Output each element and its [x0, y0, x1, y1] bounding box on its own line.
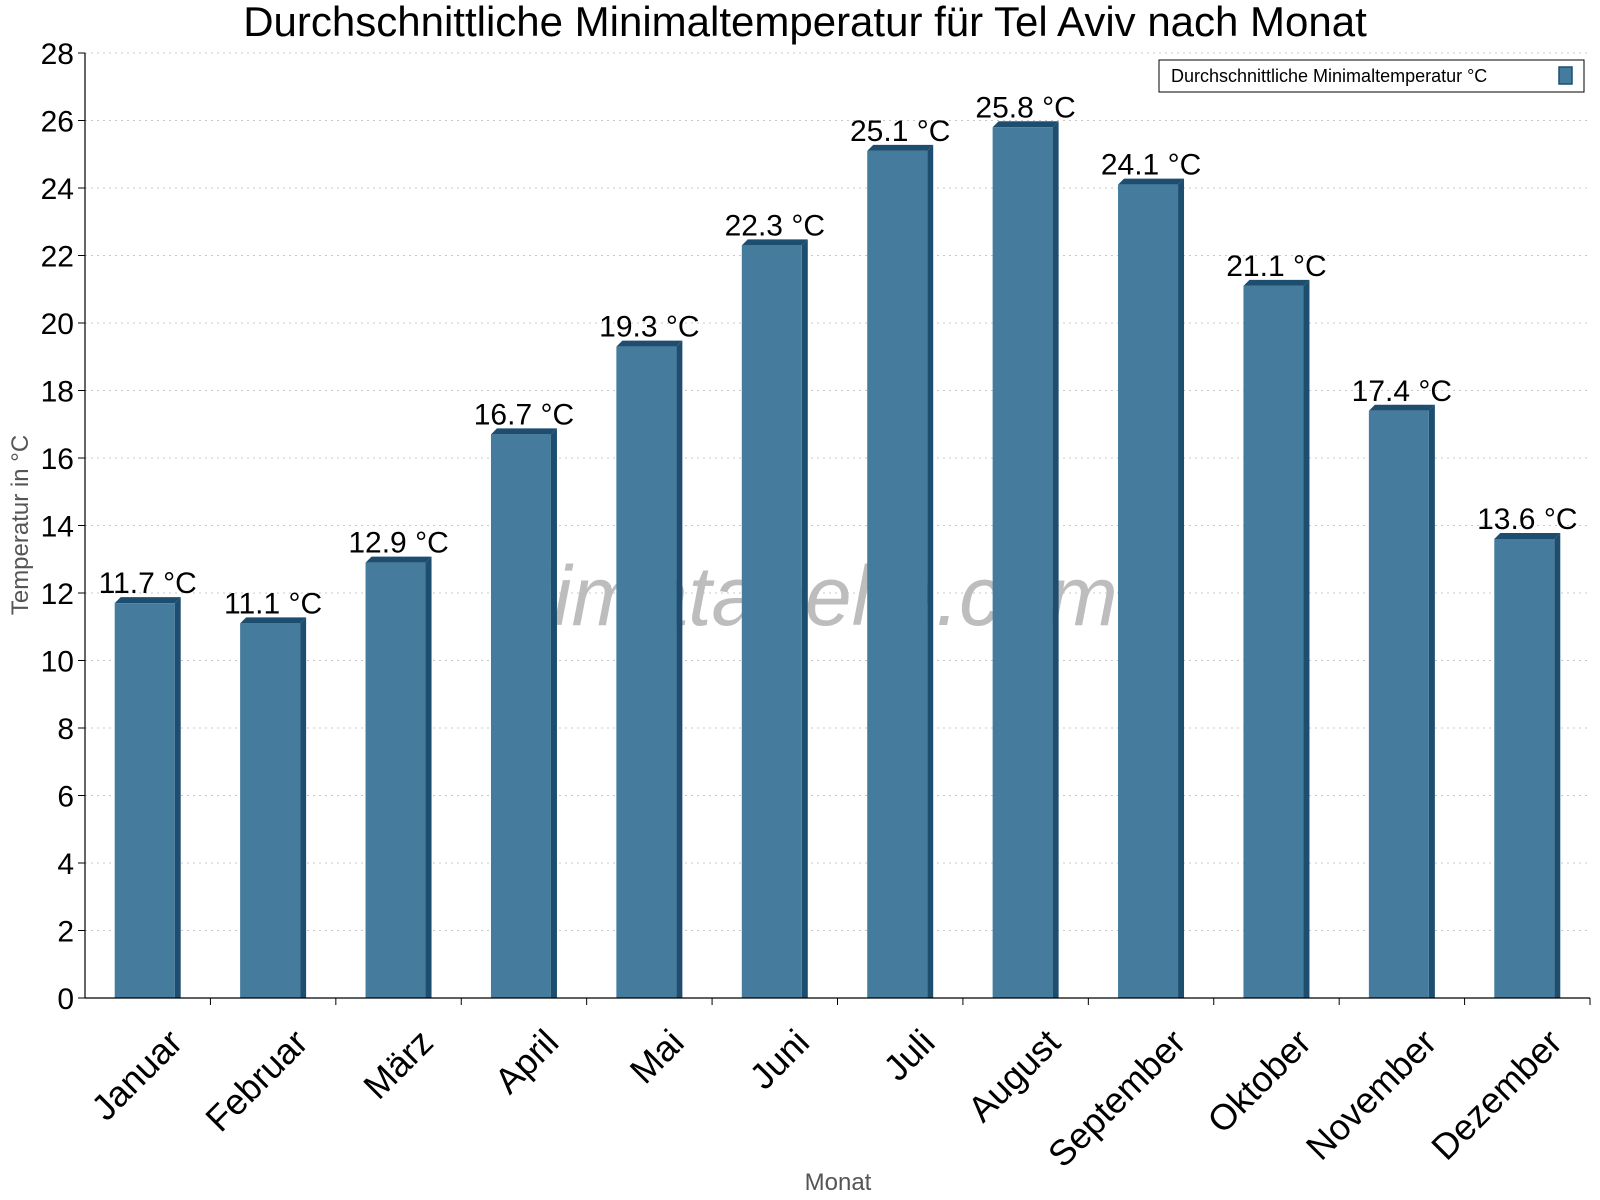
x-tick-label: Dezember — [1423, 1021, 1569, 1167]
data-labels: 11.7 °C 11.1 °C 12.9 °C 16.7 °C 19.3 °C 22.3 … — [99, 91, 1578, 620]
x-tick-label: Oktober — [1199, 1021, 1319, 1141]
x-tick-label: März — [355, 1021, 441, 1107]
data-label: 13.6 °C — [1477, 503, 1577, 536]
chart-title: Durchschnittliche Minimaltemperatur für … — [243, 0, 1367, 45]
data-label: 21.1 °C — [1226, 250, 1326, 283]
bar-side — [425, 556, 432, 998]
y-tick-label: 10 — [41, 646, 74, 679]
bar — [1368, 410, 1429, 998]
x-tick-label: April — [486, 1021, 566, 1101]
legend: Durchschnittliche Minimaltemperatur °C — [1158, 59, 1585, 93]
data-label: 17.4 °C — [1352, 375, 1452, 408]
bar-side — [801, 239, 808, 998]
y-tick-label: 26 — [41, 106, 74, 139]
x-tick-labels: Januar Februar März April Mai Juni Juli AugustS… — [83, 1021, 1569, 1175]
data-label: 16.7 °C — [474, 398, 574, 431]
x-tick-label: Februar — [197, 1021, 315, 1139]
bar — [365, 562, 426, 998]
y-tick-label: 0 — [57, 983, 74, 1016]
bar-top — [240, 617, 307, 624]
data-label: 12.9 °C — [348, 527, 448, 560]
bar-side — [1303, 279, 1310, 998]
bar — [1118, 184, 1179, 998]
y-tick-label: 2 — [57, 916, 74, 949]
bar — [240, 623, 301, 998]
y-tick-label: 18 — [41, 376, 74, 409]
bar-side — [300, 617, 307, 998]
bar-side — [676, 340, 683, 998]
bar-side — [550, 428, 557, 998]
y-tick-label: 28 — [41, 38, 74, 71]
bar — [616, 346, 677, 998]
y-tick-label: 8 — [57, 713, 74, 746]
grid-lines — [85, 52, 1590, 931]
bar-top — [365, 556, 432, 563]
bar-top — [1368, 404, 1435, 411]
y-tick-label: 4 — [57, 848, 74, 881]
bar — [114, 603, 175, 998]
x-tick-label: Juli — [875, 1021, 942, 1088]
data-label: 25.1 °C — [850, 115, 950, 148]
legend-swatch — [1558, 66, 1573, 85]
bar-top — [114, 597, 181, 604]
bar — [1243, 285, 1304, 998]
bar — [490, 434, 551, 998]
bar-top — [741, 239, 808, 246]
bar-side — [927, 144, 934, 998]
bar-side — [1428, 404, 1435, 998]
x-tick-label: September — [1040, 1021, 1194, 1175]
bar-side — [1554, 533, 1561, 998]
y-tick-label: 16 — [41, 443, 74, 476]
bar-top — [1118, 178, 1185, 185]
data-label: 19.3 °C — [599, 311, 699, 344]
data-label: 25.8 °C — [975, 91, 1075, 124]
bars-group — [114, 121, 1561, 998]
y-tick-label: 12 — [41, 578, 74, 611]
y-tick-label: 6 — [57, 781, 74, 814]
bar-top — [616, 340, 683, 347]
y-tick-label: 22 — [41, 241, 74, 274]
x-tick-label: Januar — [83, 1021, 190, 1128]
data-label: 24.1 °C — [1101, 149, 1201, 182]
bar-side — [1052, 121, 1059, 998]
y-tick-label: 14 — [41, 511, 74, 544]
axes — [78, 52, 1591, 1005]
bar — [1494, 539, 1555, 998]
data-label: 22.3 °C — [725, 209, 825, 242]
legend-label: Durchschnittliche Minimaltemperatur °C — [1171, 66, 1487, 86]
data-label: 11.1 °C — [224, 587, 322, 620]
y-axis-label: Temperatur in °C — [7, 435, 34, 615]
x-tick-label: Juni — [741, 1021, 817, 1097]
bar — [992, 127, 1053, 998]
x-tick-label: November — [1298, 1021, 1444, 1167]
x-axis-label: Monat — [805, 1169, 872, 1196]
bar-top — [490, 428, 557, 435]
bar-side — [1178, 178, 1185, 998]
bar-side — [174, 597, 181, 998]
bar — [867, 150, 928, 998]
bar-top — [1243, 279, 1310, 286]
y-tick-label: 20 — [41, 308, 74, 341]
legend-box — [1158, 59, 1585, 93]
bar-top — [867, 144, 934, 151]
y-tick-label: 24 — [41, 173, 74, 206]
x-tick-label: Mai — [622, 1021, 692, 1091]
bar — [741, 245, 802, 998]
bar-top — [992, 121, 1059, 128]
data-label: 11.7 °C — [99, 567, 197, 600]
bar-top — [1494, 533, 1561, 539]
x-tick-label: August — [960, 1021, 1068, 1129]
